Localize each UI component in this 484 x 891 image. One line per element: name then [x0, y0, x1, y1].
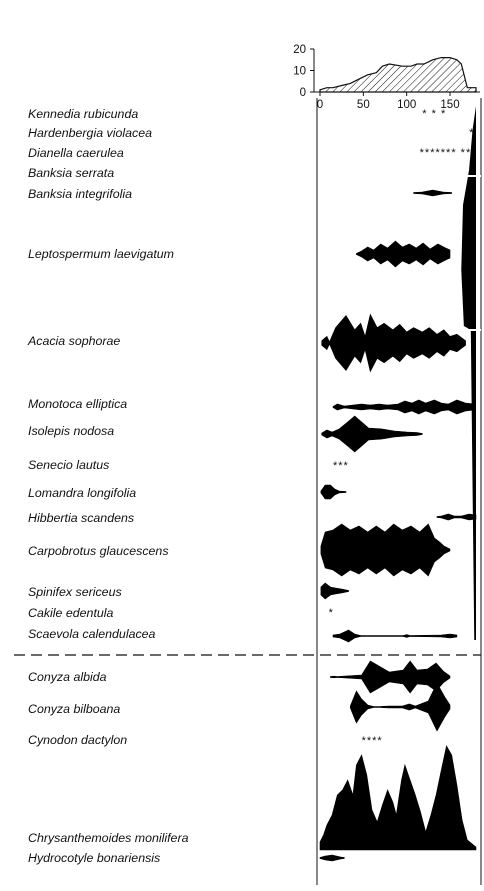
species-profile: [356, 240, 451, 268]
species-profiles: [319, 189, 477, 862]
species-label: Hibbertia scandens: [28, 511, 134, 525]
species-label: Hardenbergia violacea: [28, 126, 152, 140]
species-label: Kennedia rubicunda: [28, 107, 138, 121]
species-label: Conyza albida: [28, 670, 107, 684]
species-profile: [332, 399, 475, 415]
summary-area: [319, 57, 477, 93]
summary-x-tick-label: 0: [317, 99, 323, 111]
species-label: Cakile edentula: [28, 606, 114, 620]
species-occurrence-marker: *: [469, 127, 474, 139]
summary-x-tick-label: 100: [397, 99, 416, 111]
leptospermum-banksia-dominance-band: [461, 106, 476, 640]
species-labels: Kennedia rubicunda Hardenbergia violacea…: [27, 107, 189, 865]
species-profile: [320, 484, 347, 500]
summary-tick-labels: 0 10 20 0 50 100 150: [293, 44, 459, 111]
summary-x-tick-label: 150: [440, 99, 459, 111]
species-label: Scaevola calendulacea: [28, 627, 156, 641]
species-profile: [321, 415, 423, 453]
main-panel: * * ********* **********: [14, 98, 482, 885]
summary-y-tick-label: 10: [293, 66, 306, 78]
species-profile: [319, 745, 477, 851]
species-profile: [320, 582, 349, 600]
species-label: Chrysanthemoides monilifera: [28, 831, 189, 845]
species-occurrence-marker: ****: [362, 735, 383, 747]
summary-y-tick-label: 20: [293, 44, 306, 56]
species-label: Banksia integrifolia: [28, 187, 132, 201]
species-label: Spinifex sericeus: [28, 585, 122, 599]
species-label: Leptospermum laevigatum: [28, 247, 174, 261]
species-profile: [436, 513, 477, 521]
summary-x-tick-label: 50: [357, 99, 370, 111]
species-label: Dianella caerulea: [28, 146, 124, 160]
species-label: Monotoca elliptica: [28, 397, 127, 411]
summary-y-tick-label: 0: [300, 87, 306, 99]
species-label: Hydrocotyle bonariensis: [28, 851, 160, 865]
species-markers: * * ********* **********: [329, 108, 474, 747]
species-label: Isolepis nodosa: [28, 424, 114, 438]
species-profile: [413, 189, 452, 197]
species-occurrence-marker: * * *: [422, 108, 446, 120]
species-label: Carpobrotus glaucescens: [28, 544, 169, 558]
species-profile: [330, 660, 451, 694]
species-occurrence-marker: *: [329, 607, 334, 619]
species-profile: [350, 682, 451, 732]
species-label: Cynodon dactylon: [28, 733, 127, 747]
species-label: Banksia serrata: [28, 166, 114, 180]
species-label: Lomandra longifolia: [28, 486, 136, 500]
species-occurrence-marker: ***: [333, 460, 349, 472]
species-profile: [320, 523, 451, 577]
species-label: Senecio lautus: [28, 458, 109, 472]
species-label: Conyza bilboana: [28, 702, 120, 716]
summary-ticks: [310, 48, 451, 96]
species-profile: [332, 629, 458, 643]
summary-panel: 0 10 20 0 50 100 150: [293, 44, 480, 111]
species-occurrence-marker: ******* **: [420, 147, 472, 159]
species-label: Acacia sophorae: [27, 334, 120, 348]
species-profile: [321, 313, 466, 373]
species-profile: [319, 854, 345, 862]
